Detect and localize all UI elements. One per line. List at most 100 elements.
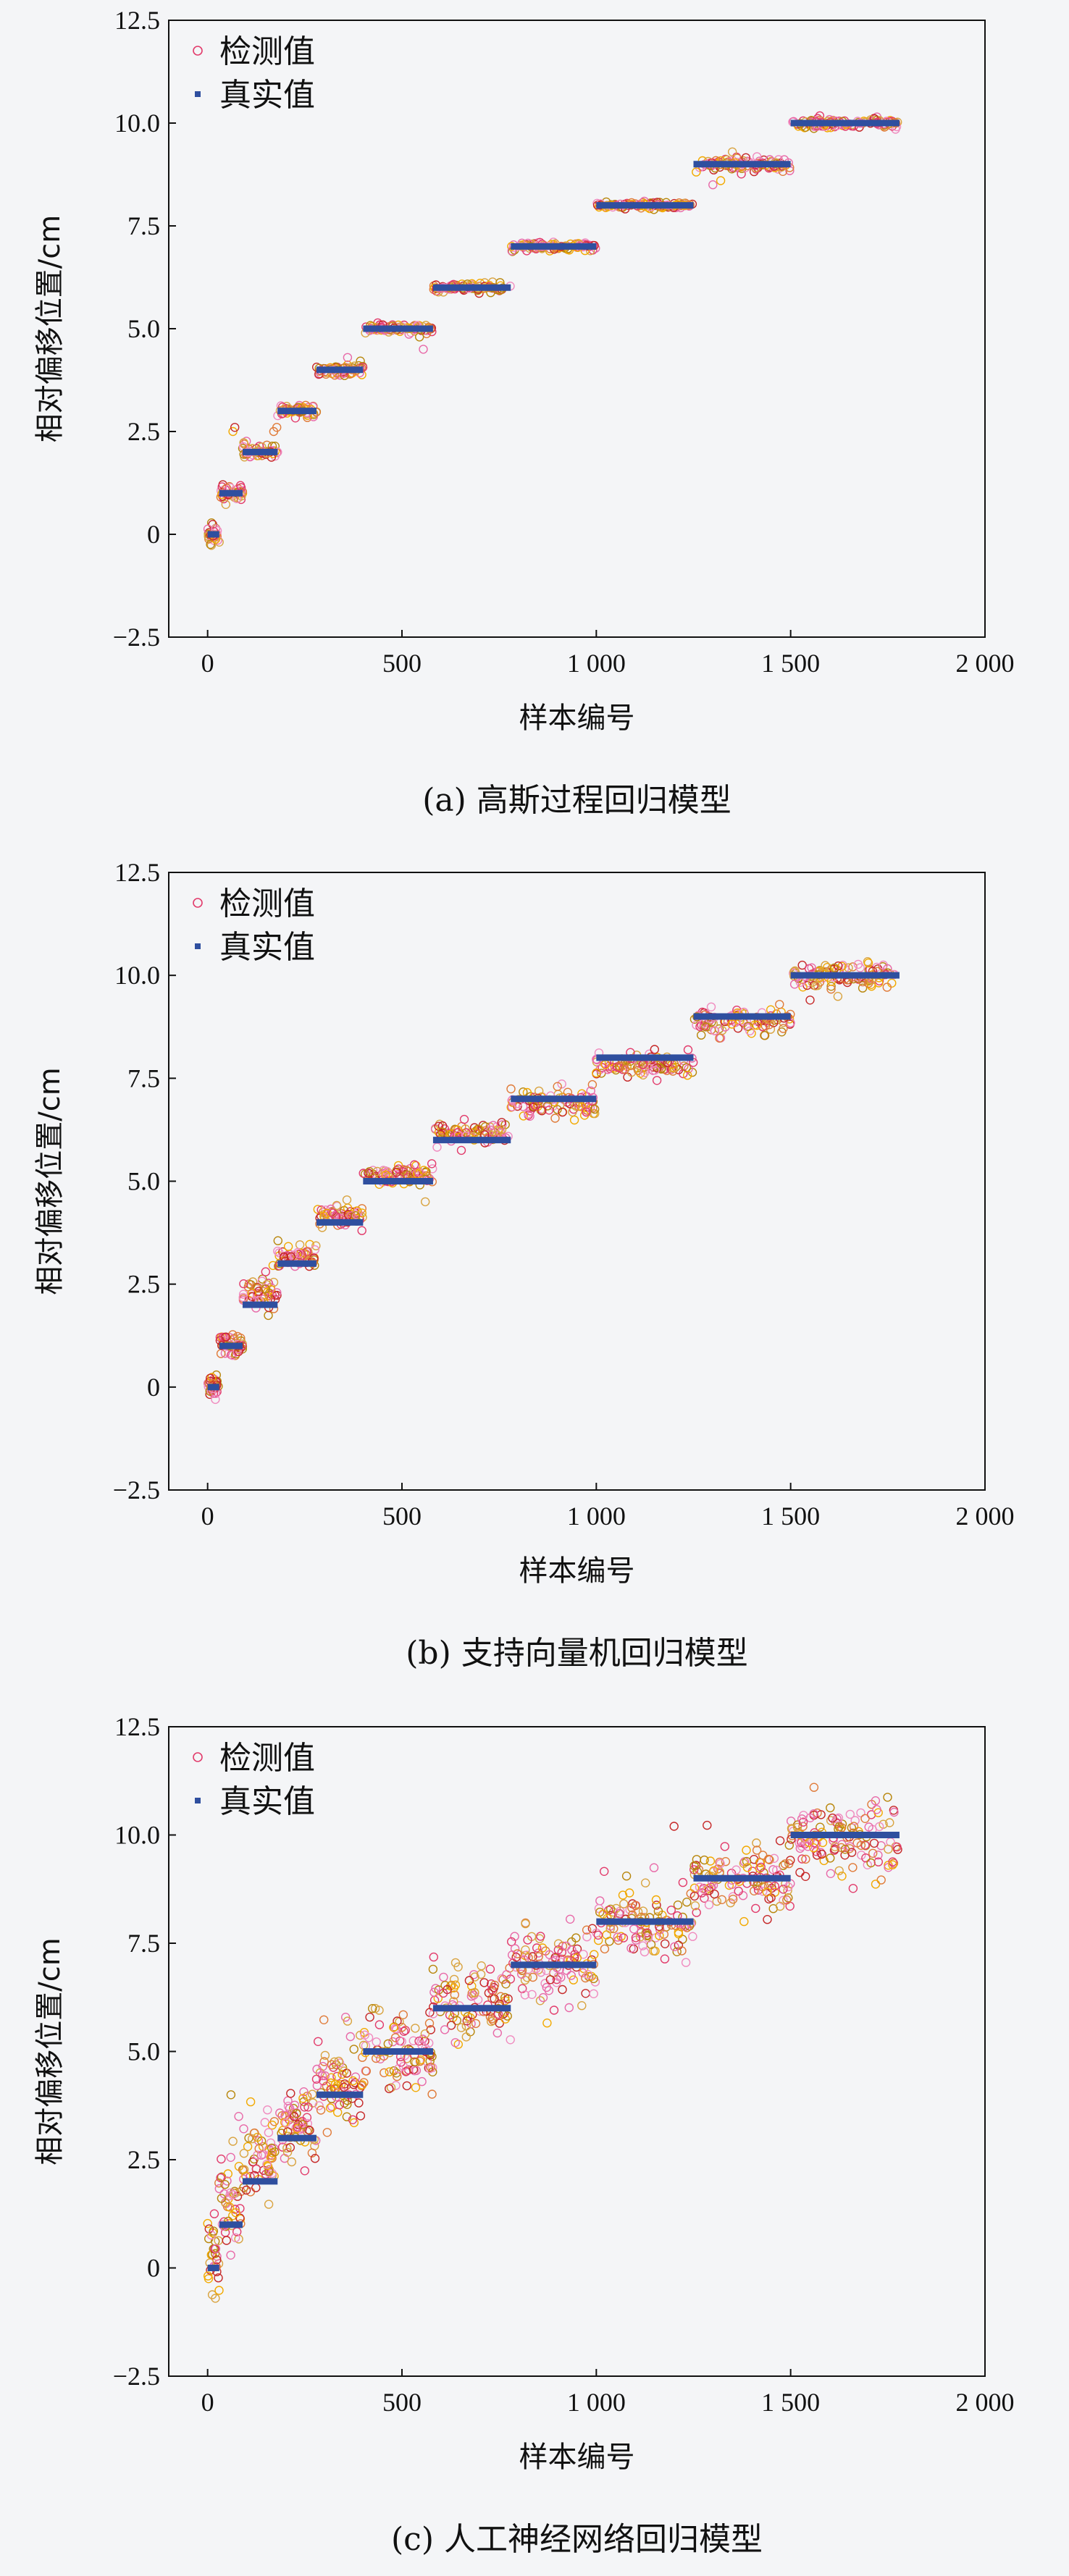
detected-point — [359, 1169, 368, 1178]
detected-point — [427, 2089, 437, 2099]
detected-point — [558, 1984, 567, 1995]
detected-point — [567, 1945, 577, 1955]
detected-point — [751, 1903, 760, 1914]
detected-point — [470, 1988, 479, 1998]
detected-point — [418, 2034, 427, 2044]
detected-point — [239, 2124, 248, 2134]
y-tick-label: 7.5 — [127, 1064, 160, 1093]
detected-point — [239, 1279, 248, 1289]
detected-point — [411, 2083, 421, 2092]
detected-point — [231, 2207, 240, 2218]
detected-point — [720, 1842, 729, 1851]
detected-point — [437, 1127, 447, 1137]
detected-point — [863, 978, 873, 988]
detected-point — [438, 1988, 448, 1998]
detected-point — [260, 2118, 269, 2127]
detected-point — [795, 1867, 805, 1877]
x-tick-label: 2 000 — [956, 2388, 1015, 2417]
detected-point — [402, 2081, 411, 2091]
detected-point — [785, 1901, 795, 1911]
detected-point — [873, 1851, 883, 1860]
detected-point — [219, 2189, 229, 2199]
detected-point — [549, 2005, 559, 2015]
detected-point — [887, 978, 897, 988]
detected-point — [592, 1928, 601, 1938]
detected-point — [254, 2144, 264, 2154]
detected-point — [519, 1111, 528, 1121]
detected-point — [784, 1840, 795, 1850]
detected-point — [503, 1994, 513, 2004]
detected-point — [798, 1817, 808, 1827]
x-tick-label: 1 000 — [567, 2388, 626, 2417]
detected-point — [434, 1985, 443, 1995]
detected-point — [534, 1086, 544, 1096]
detected-point — [411, 2066, 422, 2076]
legend-label-detected: 检测值 — [219, 33, 315, 70]
detected-point — [840, 1845, 850, 1854]
detected-point — [273, 1236, 282, 1245]
detected-point — [348, 2115, 358, 2125]
detected-point — [874, 1822, 884, 1832]
detected-point — [292, 2109, 301, 2118]
detected-point — [626, 1943, 636, 1953]
detected-point — [817, 1849, 826, 1859]
detected-point — [672, 1947, 682, 1957]
detected-point — [809, 1809, 818, 1819]
x-tick-label: 1 000 — [567, 1502, 626, 1531]
detected-point — [710, 1889, 719, 1899]
detected-point — [652, 1076, 662, 1085]
panel-caption: (b) 支持向量机回归模型 — [406, 1635, 747, 1672]
detected-point — [701, 1022, 710, 1032]
detected-point — [333, 2108, 343, 2117]
detected-point — [343, 2016, 353, 2026]
detected-point — [450, 2038, 460, 2047]
detected-point — [568, 1107, 577, 1117]
detected-point — [826, 1869, 836, 1879]
detected-point — [627, 1903, 637, 1913]
x-tick-label: 2 000 — [956, 1502, 1015, 1531]
detected-point — [587, 1079, 598, 1090]
detected-point — [856, 1840, 866, 1851]
detected-point — [799, 1811, 808, 1820]
detected-point — [692, 1908, 701, 1917]
y-tick-label: −2.5 — [113, 1476, 160, 1504]
detected-point — [697, 1030, 706, 1040]
detected-point — [316, 2105, 326, 2115]
true-value-segments — [207, 119, 900, 538]
legend-label-detected: 检测值 — [219, 1740, 315, 1777]
detected-point — [287, 2109, 296, 2118]
detected-point — [354, 2098, 364, 2108]
detected-point — [604, 1906, 613, 1915]
detected-point — [634, 1061, 644, 1070]
detected-point — [287, 2157, 296, 2167]
legend-label-detected: 检测值 — [219, 885, 315, 922]
detected-point — [393, 1161, 403, 1171]
detected-point — [427, 1159, 437, 1169]
detected-point — [332, 2071, 342, 2082]
detected-point — [764, 1020, 774, 1030]
detected-point — [826, 1816, 836, 1825]
detected-point — [684, 1064, 693, 1074]
detected-point — [600, 1866, 609, 1877]
legend-label-true: 真实值 — [219, 929, 315, 966]
detected-point — [544, 1106, 554, 1115]
detected-point — [426, 2062, 435, 2072]
detected-point — [298, 2120, 308, 2129]
y-tick-label: 10.0 — [114, 1821, 160, 1850]
detected-point — [553, 1971, 563, 1982]
detected-point — [389, 2023, 398, 2032]
detected-point — [211, 2244, 221, 2254]
detected-point — [349, 2045, 359, 2054]
detected-point — [826, 1853, 835, 1863]
detected-point — [544, 1986, 554, 1995]
detected-point — [566, 1971, 576, 1980]
detected-point — [320, 2071, 330, 2081]
detected-point — [225, 1333, 235, 1342]
detected-point — [396, 2058, 406, 2067]
detected-point — [286, 2089, 295, 2098]
detected-point — [695, 1882, 705, 1892]
detected-point — [264, 2200, 274, 2209]
detected-point — [307, 2148, 317, 2158]
detected-point — [302, 2113, 312, 2122]
detected-point — [678, 1935, 687, 1944]
